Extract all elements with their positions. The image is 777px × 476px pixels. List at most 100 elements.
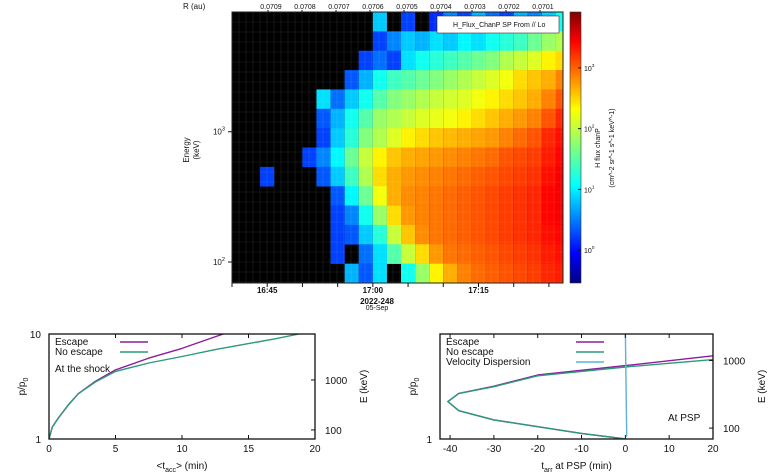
spectrogram-cell xyxy=(527,205,542,226)
spectrogram-cell xyxy=(555,205,563,226)
spectrogram-cell xyxy=(372,244,387,264)
spectrogram-cell xyxy=(485,108,500,129)
spectrogram-cell xyxy=(471,205,486,226)
spectrogram-cell xyxy=(443,186,458,206)
spectrogram-cell xyxy=(527,263,542,284)
x-tick-label: 5 xyxy=(113,444,119,455)
spectrogram-cell xyxy=(457,186,472,206)
y2-axis-label: E (keV) xyxy=(757,370,768,403)
spectrogram-cell xyxy=(555,186,563,206)
y-label-part: p/p xyxy=(17,381,28,395)
spectrogram-cell xyxy=(415,224,430,245)
legend-box: H_Flux_ChanP SP From // Lo xyxy=(436,15,560,34)
spectrogram-cell xyxy=(499,244,514,264)
spectrogram-cell xyxy=(513,166,528,187)
spectrogram-cell xyxy=(415,89,430,110)
spectrogram-cell xyxy=(372,50,387,71)
y-label-part: 0 xyxy=(414,378,421,382)
spectrogram-cell xyxy=(513,89,528,110)
spectrogram-cell xyxy=(429,166,444,187)
spectrogram-cell xyxy=(457,70,472,90)
x-tick-label: 0 xyxy=(623,444,629,455)
annotation: At PSP xyxy=(668,413,701,424)
spectrogram-cell xyxy=(386,128,402,148)
spectrogram-cell xyxy=(527,224,542,245)
y-label-part: p/p xyxy=(408,381,419,395)
x-label-part: acc xyxy=(165,467,176,474)
spectrogram-cell xyxy=(485,31,500,52)
spectrogram-cell xyxy=(485,263,500,284)
spectrogram-cell xyxy=(429,128,444,148)
spectrogram-panel: R (au) 0.0709 0.0708 0.0707 0.0706 0.0705 0.0… xyxy=(182,2,616,312)
spectrogram-cell xyxy=(527,50,542,71)
spectrogram-cell xyxy=(457,108,472,129)
spectrogram-cell xyxy=(471,186,486,206)
time-ticks: 16:45 17:00 17:15 xyxy=(231,283,550,295)
spectrogram-cell xyxy=(457,89,472,110)
spectrogram-cell xyxy=(344,263,359,284)
spectrogram-cell xyxy=(330,166,345,187)
spectrogram-cell xyxy=(330,128,345,148)
energy-tick-label: 103 xyxy=(213,127,225,137)
tick-exponent: 2 xyxy=(222,257,225,263)
spectrogram-cell xyxy=(401,205,416,226)
series-line-velocity-dispersion xyxy=(624,334,628,437)
r-tick-label: 0.0705 xyxy=(396,4,418,11)
spectrogram-cell xyxy=(302,147,317,168)
spectrogram-cell xyxy=(443,147,458,168)
spectrogram-cell xyxy=(555,89,563,110)
spectrogram-cell xyxy=(401,224,416,245)
spectrogram-cell xyxy=(358,205,373,226)
spectrogram-cell xyxy=(485,89,500,110)
spectrogram-cell xyxy=(485,128,500,148)
x-tick-label: 10 xyxy=(176,444,188,455)
spectrogram-cell xyxy=(513,128,528,148)
spectrogram-cell xyxy=(499,224,514,245)
y-axis-label: p/p0 xyxy=(17,378,30,396)
spectrogram-cell xyxy=(499,31,514,52)
x-tick-label: -30 xyxy=(487,444,502,455)
spectrogram-cell xyxy=(358,186,373,206)
spectrogram-cell xyxy=(316,147,331,168)
spectrogram-cell xyxy=(513,244,528,264)
spectrogram-cell xyxy=(555,12,563,32)
spectrogram-cell xyxy=(555,70,563,90)
spectrogram-cell xyxy=(471,31,486,52)
x-label-part: at PSP (min) xyxy=(553,461,612,472)
spectrogram-cell xyxy=(527,166,542,187)
spectrogram-cell xyxy=(555,166,563,187)
tick-base: 10 xyxy=(584,248,592,255)
spectrogram-cell xyxy=(457,205,472,226)
spectrogram-cell xyxy=(499,166,514,187)
spectrogram-cell xyxy=(429,31,444,52)
r-tick-label: 0.0707 xyxy=(328,4,350,11)
series-line-no-escape xyxy=(49,334,300,439)
spectrogram-cell xyxy=(386,186,402,206)
legend-label: Velocity Dispersion xyxy=(446,357,530,368)
x-label-part: <t xyxy=(157,461,166,472)
spectrogram-cell xyxy=(415,244,430,264)
spectrogram-cell xyxy=(527,128,542,148)
spectrogram-cell xyxy=(386,205,402,226)
x-tick-label: 20 xyxy=(309,444,321,455)
colorbar xyxy=(569,11,582,284)
r-tick-label: 0.0701 xyxy=(532,4,554,11)
spectrogram-cell xyxy=(471,147,486,168)
spectrogram-cell xyxy=(386,108,402,129)
spectrogram-cell xyxy=(401,244,416,264)
r-tick-label: 0.0709 xyxy=(260,4,282,11)
y-tick-label: 1 xyxy=(35,435,41,446)
r-tick-label: 0.0708 xyxy=(294,4,316,11)
spectrogram-cell xyxy=(372,70,387,90)
spectrogram-cell xyxy=(513,108,528,129)
spectrogram-cell xyxy=(415,166,430,187)
spectrogram-cell xyxy=(541,108,556,129)
spectrogram-cell xyxy=(513,50,528,71)
plot-frame xyxy=(439,333,714,440)
spectrogram-cell xyxy=(429,50,444,71)
top-axis-label: R (au) xyxy=(183,2,206,11)
series-line-escape xyxy=(447,355,713,439)
spectrogram-cell xyxy=(316,108,331,129)
spectrogram-cell xyxy=(415,50,430,71)
